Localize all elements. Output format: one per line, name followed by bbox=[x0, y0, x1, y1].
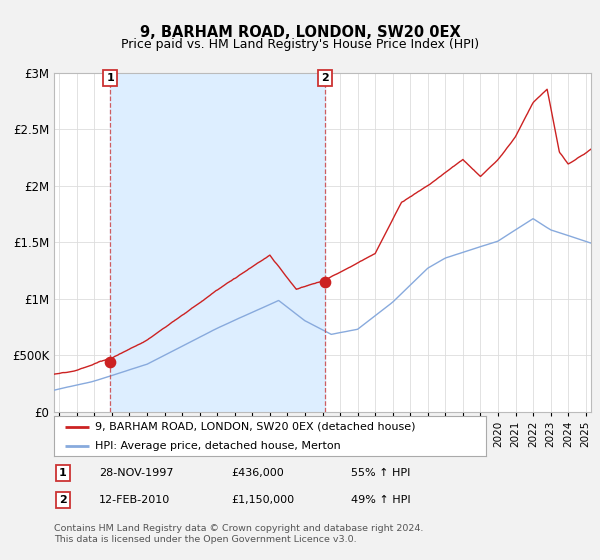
Text: Price paid vs. HM Land Registry's House Price Index (HPI): Price paid vs. HM Land Registry's House … bbox=[121, 38, 479, 51]
Text: HPI: Average price, detached house, Merton: HPI: Average price, detached house, Mert… bbox=[95, 441, 341, 451]
Text: 1: 1 bbox=[59, 468, 67, 478]
Text: £1,150,000: £1,150,000 bbox=[231, 495, 294, 505]
Text: 9, BARHAM ROAD, LONDON, SW20 0EX: 9, BARHAM ROAD, LONDON, SW20 0EX bbox=[140, 25, 460, 40]
Point bbox=[106, 358, 115, 367]
Text: This data is licensed under the Open Government Licence v3.0.: This data is licensed under the Open Gov… bbox=[54, 535, 356, 544]
Text: 2: 2 bbox=[59, 495, 67, 505]
Text: 55% ↑ HPI: 55% ↑ HPI bbox=[351, 468, 410, 478]
Point bbox=[320, 277, 329, 286]
Text: 12-FEB-2010: 12-FEB-2010 bbox=[99, 495, 170, 505]
Text: 49% ↑ HPI: 49% ↑ HPI bbox=[351, 495, 410, 505]
Text: £436,000: £436,000 bbox=[231, 468, 284, 478]
Text: 1: 1 bbox=[106, 73, 114, 83]
Text: 9, BARHAM ROAD, LONDON, SW20 0EX (detached house): 9, BARHAM ROAD, LONDON, SW20 0EX (detach… bbox=[95, 422, 416, 432]
Text: 2: 2 bbox=[321, 73, 328, 83]
Text: 28-NOV-1997: 28-NOV-1997 bbox=[99, 468, 173, 478]
Bar bbox=[110, 73, 325, 412]
Text: Contains HM Land Registry data © Crown copyright and database right 2024.: Contains HM Land Registry data © Crown c… bbox=[54, 524, 424, 533]
